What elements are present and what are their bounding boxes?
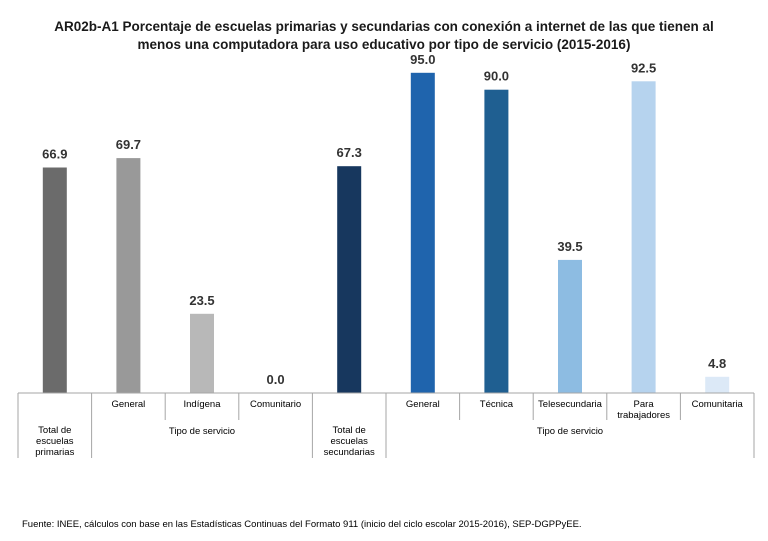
category-axis xyxy=(17,392,755,458)
value-label-4: 67.3 xyxy=(337,145,362,160)
value-label-1: 69.7 xyxy=(116,137,141,152)
category-label-8-line-1: trabajadores xyxy=(617,410,670,421)
bars-layer xyxy=(42,72,730,394)
category-label-5-line-0: General xyxy=(406,399,440,410)
bar-2 xyxy=(190,313,214,393)
bar-4 xyxy=(337,166,362,393)
bar-9 xyxy=(705,376,730,393)
bar-8 xyxy=(631,81,656,394)
bar-6 xyxy=(484,89,509,393)
category-label-0-line-0: Total de xyxy=(38,425,71,436)
category-label-0-line-2: primarias xyxy=(35,447,74,458)
group-label-0: Tipo de servicio xyxy=(169,426,235,437)
bar-7 xyxy=(558,259,582,393)
chart-title-line-2: menos una computadora para uso educativo… xyxy=(137,37,631,52)
value-labels-layer: 66.9 69.7 23.5 0.0 67.3 95.0 90.0 39.5 92.5 4.8 xyxy=(42,52,726,387)
value-label-8: 92.5 xyxy=(631,60,656,75)
bar-5 xyxy=(410,72,435,394)
value-label-6: 90.0 xyxy=(484,69,509,84)
group-label-1: Tipo de servicio xyxy=(537,426,603,437)
category-label-9-line-0: Comunitaria xyxy=(692,399,744,410)
chart-title: AR02b-A1 Porcentaje de escuelas primaria… xyxy=(0,18,768,54)
category-label-1-line-0: General xyxy=(111,399,145,410)
bar-0 xyxy=(42,167,67,393)
chart-title-line-1: AR02b-A1 Porcentaje de escuelas primaria… xyxy=(54,19,714,34)
category-label-2-line-0: Indígena xyxy=(184,399,222,410)
value-label-5: 95.0 xyxy=(410,52,435,67)
category-label-8-line-0: Para xyxy=(634,399,655,410)
value-label-2: 23.5 xyxy=(189,293,214,308)
category-label-4-line-0: Total de xyxy=(333,425,366,436)
value-label-9: 4.8 xyxy=(708,356,726,371)
bar-1 xyxy=(116,158,141,393)
category-label-7-line-0: Telesecundaria xyxy=(538,399,603,410)
value-label-7: 39.5 xyxy=(557,239,582,254)
category-label-4-line-1: escuelas xyxy=(330,436,368,447)
category-label-0-line-1: escuelas xyxy=(36,436,74,447)
category-label-6-line-0: Técnica xyxy=(480,399,514,410)
source-note: Fuente: INEE, cálculos con base en las E… xyxy=(22,519,582,530)
value-label-0: 66.9 xyxy=(42,147,67,162)
category-label-3-line-0: Comunitario xyxy=(250,399,301,410)
group-labels-layer: Tipo de servicio Tipo de servicio xyxy=(169,426,603,437)
value-label-3: 0.0 xyxy=(267,372,285,387)
category-label-4-line-2: secundarias xyxy=(324,447,375,458)
